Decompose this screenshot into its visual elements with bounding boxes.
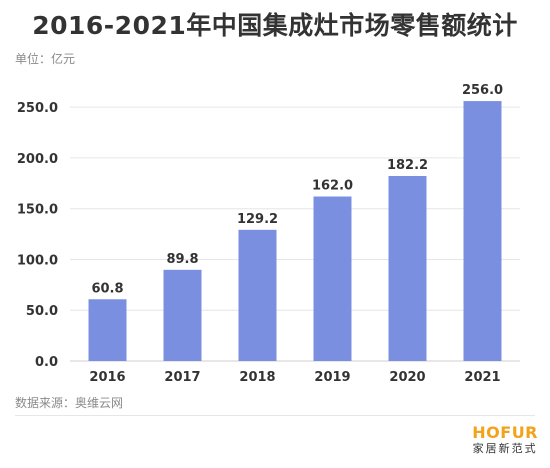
y-tick-label: 100.0 <box>17 253 58 268</box>
x-tick-label: 2016 <box>89 370 125 385</box>
x-tick-label: 2021 <box>464 370 500 385</box>
data-label: 182.2 <box>387 158 428 173</box>
logo-tagline: 家居新范式 <box>472 442 538 455</box>
y-tick-label: 0.0 <box>35 355 58 370</box>
x-tick-label: 2019 <box>314 370 350 385</box>
x-tick-label: 2018 <box>239 370 275 385</box>
y-tick-label: 50.0 <box>26 304 58 319</box>
bar <box>163 269 202 361</box>
footer-divider <box>15 415 535 416</box>
x-tick-label: 2017 <box>164 370 200 385</box>
x-tick-label: 2020 <box>389 370 425 385</box>
y-axis-ticks: 0.0 50.0 100.0 150.0 200.0 250.0 <box>17 101 58 370</box>
y-tick-label: 250.0 <box>17 101 58 116</box>
data-label: 89.8 <box>166 252 198 267</box>
bar <box>238 229 277 361</box>
data-source: 数据来源：奥维云网 <box>15 396 124 410</box>
gridlines <box>70 106 520 362</box>
y-tick-label: 150.0 <box>17 203 58 218</box>
chart-title: 2016-2021年中国集成灶市场零售额统计 <box>32 11 518 40</box>
unit-label: 单位：亿元 <box>15 52 76 66</box>
data-label: 129.2 <box>237 212 278 227</box>
value-labels: 60.8 89.8 129.2 162.0 182.2 256.0 <box>91 83 503 296</box>
brand-logo: HOFUR 家居新范式 <box>472 424 538 456</box>
logo-wordmark: HOFUR <box>472 423 538 442</box>
x-axis-ticks: 2016 2017 2018 2019 2020 2021 <box>89 370 500 385</box>
bar <box>313 196 352 361</box>
bar <box>463 101 502 362</box>
data-label: 256.0 <box>462 83 503 98</box>
bar <box>88 299 127 361</box>
data-label: 162.0 <box>312 179 353 194</box>
bar-chart: 0.0 50.0 100.0 150.0 200.0 250.0 60.8 89.8 129.… <box>17 83 520 385</box>
bars <box>88 101 502 362</box>
data-label: 60.8 <box>91 281 123 296</box>
bar <box>388 175 427 361</box>
y-tick-label: 200.0 <box>17 152 58 167</box>
